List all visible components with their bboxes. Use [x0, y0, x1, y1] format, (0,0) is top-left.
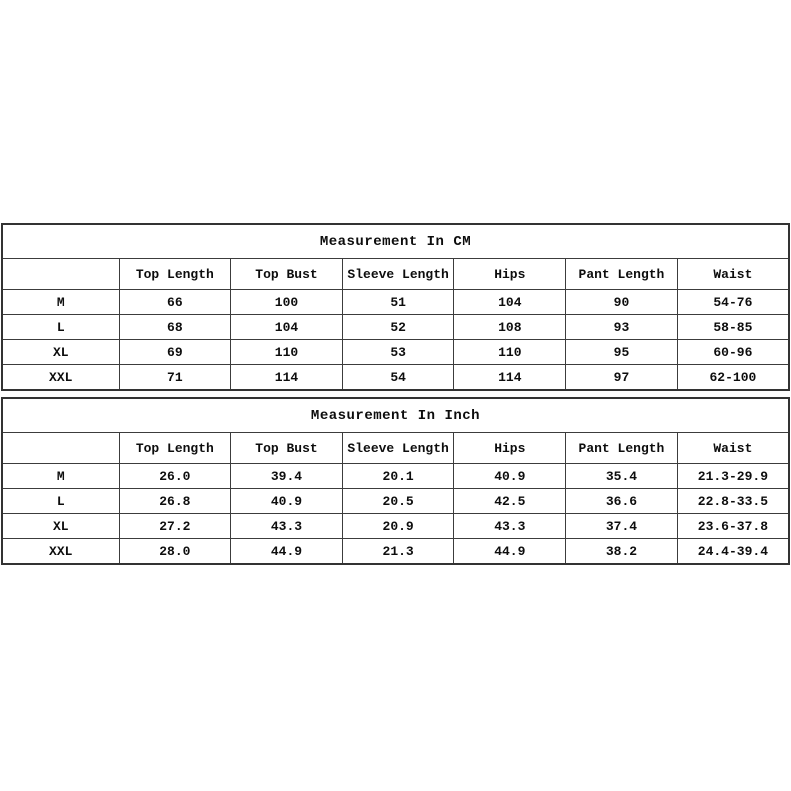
measurement-cell: 22.8-33.5 — [676, 488, 790, 514]
measurement-cell: 114 — [230, 364, 343, 391]
measurement-cell: 108 — [453, 314, 567, 340]
measurement-cell: 104 — [453, 289, 567, 315]
measurement-cell: 54 — [341, 364, 455, 391]
cm-table: Measurement In CM Top Length Top Bust Sl… — [1, 223, 790, 391]
cm-header-top-bust: Top Bust — [230, 258, 343, 290]
measurement-cell: 114 — [453, 364, 567, 391]
measurement-cell: 62-100 — [676, 364, 790, 391]
measurement-cell: 54-76 — [676, 289, 790, 315]
inch-header-pant-length: Pant Length — [565, 432, 678, 464]
measurement-cell: 23.6-37.8 — [676, 513, 790, 539]
measurement-cell: 21.3 — [341, 538, 455, 565]
measurement-cell: 20.5 — [341, 488, 455, 514]
inch-table-title-row: Measurement In Inch — [1, 397, 790, 433]
measurement-cell: 36.6 — [565, 488, 678, 514]
inch-row-xxl: XXL 28.0 44.9 21.3 44.9 38.2 24.4-39.4 — [1, 538, 790, 565]
inch-header-hips: Hips — [453, 432, 567, 464]
cm-row-m: M 66 100 51 104 90 54-76 — [1, 289, 790, 315]
measurement-cell: 52 — [341, 314, 455, 340]
inch-header-waist: Waist — [676, 432, 790, 464]
measurement-cell: 110 — [453, 339, 567, 365]
size-cell: XXL — [1, 538, 120, 565]
cm-header-size — [1, 258, 120, 290]
measurement-cell: 104 — [230, 314, 343, 340]
cm-table-title: Measurement In CM — [1, 223, 790, 259]
measurement-cell: 40.9 — [453, 463, 567, 489]
cm-row-l: L 68 104 52 108 93 58-85 — [1, 314, 790, 340]
size-cell: XL — [1, 513, 120, 539]
inch-row-m: M 26.0 39.4 20.1 40.9 35.4 21.3-29.9 — [1, 463, 790, 489]
cm-table-title-row: Measurement In CM — [1, 223, 790, 259]
inch-row-xl: XL 27.2 43.3 20.9 43.3 37.4 23.6-37.8 — [1, 513, 790, 539]
measurement-cell: 21.3-29.9 — [676, 463, 790, 489]
cm-header-sleeve-length: Sleeve Length — [341, 258, 455, 290]
measurement-cell: 60-96 — [676, 339, 790, 365]
size-cell: M — [1, 289, 120, 315]
measurement-cell: 69 — [118, 339, 232, 365]
inch-header-top-length: Top Length — [118, 432, 232, 464]
measurement-cell: 40.9 — [230, 488, 343, 514]
cm-table-header-row: Top Length Top Bust Sleeve Length Hips P… — [1, 258, 790, 290]
measurement-cell: 97 — [565, 364, 678, 391]
measurement-cell: 37.4 — [565, 513, 678, 539]
measurement-cell: 110 — [230, 339, 343, 365]
size-cell: XXL — [1, 364, 120, 391]
inch-row-l: L 26.8 40.9 20.5 42.5 36.6 22.8-33.5 — [1, 488, 790, 514]
inch-table: Measurement In Inch Top Length Top Bust … — [1, 397, 790, 565]
measurement-cell: 68 — [118, 314, 232, 340]
measurement-cell: 51 — [341, 289, 455, 315]
measurement-cell: 26.8 — [118, 488, 232, 514]
measurement-cell: 95 — [565, 339, 678, 365]
cm-header-top-length: Top Length — [118, 258, 232, 290]
inch-header-top-bust: Top Bust — [230, 432, 343, 464]
measurement-cell: 38.2 — [565, 538, 678, 565]
inch-table-title: Measurement In Inch — [1, 397, 790, 433]
cm-row-xl: XL 69 110 53 110 95 60-96 — [1, 339, 790, 365]
size-cell: L — [1, 488, 120, 514]
cm-header-pant-length: Pant Length — [565, 258, 678, 290]
measurement-cell: 20.9 — [341, 513, 455, 539]
measurement-cell: 44.9 — [230, 538, 343, 565]
measurement-cell: 58-85 — [676, 314, 790, 340]
measurement-cell: 43.3 — [230, 513, 343, 539]
inch-header-sleeve-length: Sleeve Length — [341, 432, 455, 464]
measurement-cell: 20.1 — [341, 463, 455, 489]
measurement-cell: 39.4 — [230, 463, 343, 489]
measurement-cell: 93 — [565, 314, 678, 340]
inch-header-size — [1, 432, 120, 464]
measurement-cell: 43.3 — [453, 513, 567, 539]
inch-table-header-row: Top Length Top Bust Sleeve Length Hips P… — [1, 432, 790, 464]
measurement-cell: 66 — [118, 289, 232, 315]
size-cell: M — [1, 463, 120, 489]
cm-header-hips: Hips — [453, 258, 567, 290]
measurement-cell: 27.2 — [118, 513, 232, 539]
measurement-cell: 71 — [118, 364, 232, 391]
size-chart: Measurement In CM Top Length Top Bust Sl… — [1, 223, 790, 565]
measurement-cell: 44.9 — [453, 538, 567, 565]
measurement-cell: 100 — [230, 289, 343, 315]
measurement-cell: 35.4 — [565, 463, 678, 489]
measurement-cell: 24.4-39.4 — [676, 538, 790, 565]
measurement-cell: 53 — [341, 339, 455, 365]
measurement-cell: 42.5 — [453, 488, 567, 514]
measurement-cell: 28.0 — [118, 538, 232, 565]
size-cell: L — [1, 314, 120, 340]
cm-row-xxl: XXL 71 114 54 114 97 62-100 — [1, 364, 790, 391]
cm-header-waist: Waist — [676, 258, 790, 290]
measurement-cell: 90 — [565, 289, 678, 315]
size-cell: XL — [1, 339, 120, 365]
measurement-cell: 26.0 — [118, 463, 232, 489]
